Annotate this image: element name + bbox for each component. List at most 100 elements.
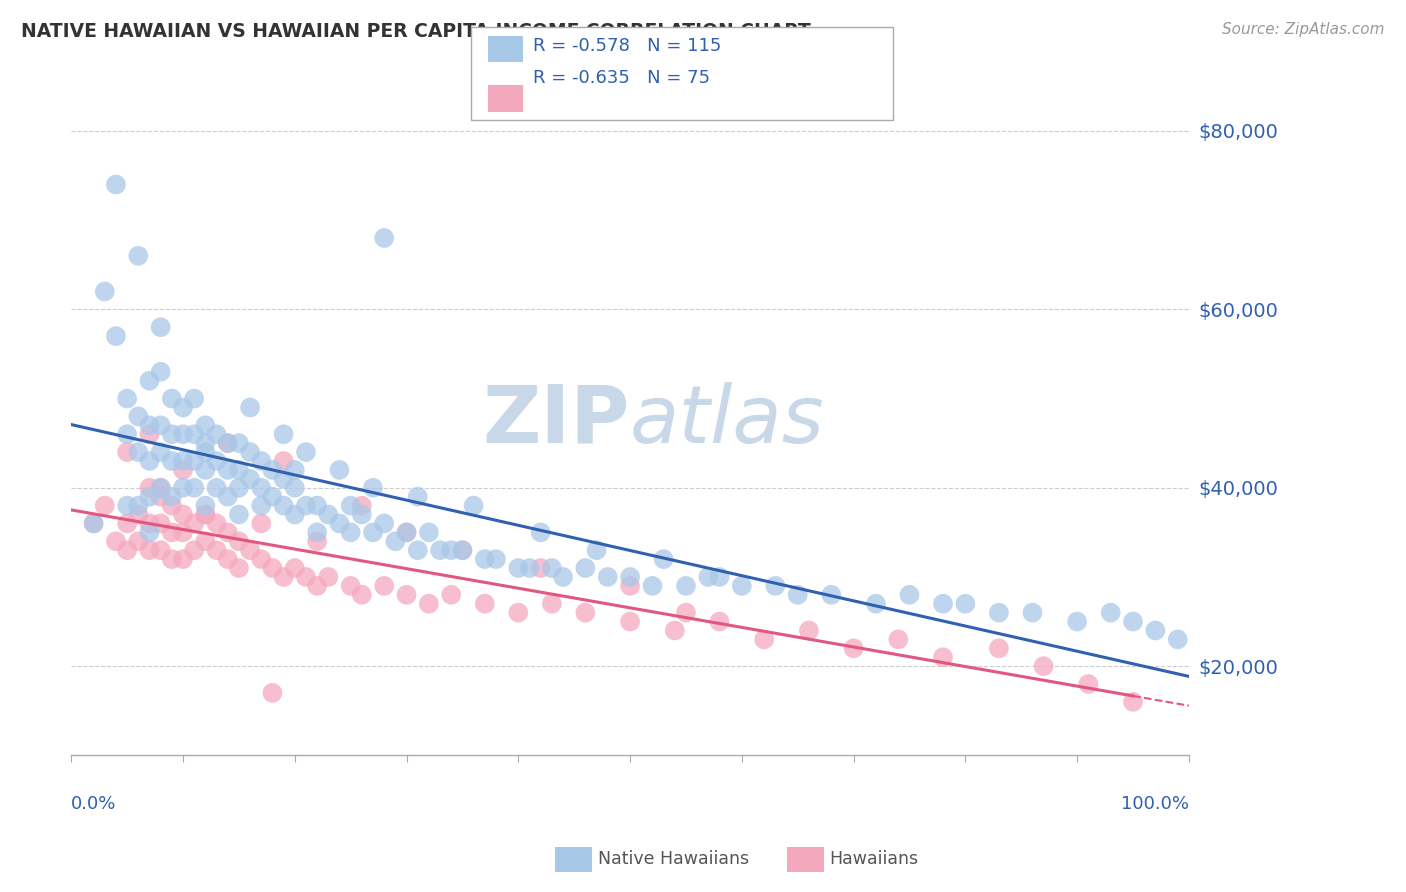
Point <box>641 579 664 593</box>
Point <box>160 525 183 540</box>
Point <box>295 499 318 513</box>
Point <box>217 436 239 450</box>
Point <box>463 499 485 513</box>
Point <box>94 285 117 299</box>
Point <box>262 561 284 575</box>
Point <box>1167 632 1189 647</box>
Point <box>273 427 295 442</box>
Point <box>273 499 295 513</box>
Point <box>262 490 284 504</box>
Point <box>307 499 329 513</box>
Point <box>94 499 117 513</box>
Point <box>786 588 808 602</box>
Point <box>138 374 160 388</box>
Point <box>205 516 228 531</box>
Point <box>540 561 562 575</box>
Point <box>239 445 262 459</box>
Point <box>273 454 295 468</box>
Point <box>83 516 105 531</box>
Point <box>138 525 160 540</box>
Point <box>138 481 160 495</box>
Point <box>115 392 138 406</box>
Point <box>172 525 194 540</box>
Point <box>127 508 149 522</box>
Point <box>205 427 228 442</box>
Point <box>262 463 284 477</box>
Point <box>183 481 205 495</box>
Point <box>295 570 318 584</box>
Point <box>619 615 641 629</box>
Point <box>284 561 307 575</box>
Point <box>585 543 607 558</box>
Point <box>820 588 842 602</box>
Point <box>172 508 194 522</box>
Point <box>104 178 127 192</box>
Point <box>217 436 239 450</box>
Point <box>273 472 295 486</box>
Point <box>395 525 418 540</box>
Point <box>731 579 754 593</box>
Point <box>217 490 239 504</box>
Point <box>115 499 138 513</box>
Point <box>418 597 440 611</box>
Point <box>228 508 250 522</box>
Point <box>574 561 596 575</box>
Point <box>440 543 463 558</box>
Point <box>217 525 239 540</box>
Point <box>83 516 105 531</box>
Point <box>228 481 250 495</box>
Point <box>284 508 307 522</box>
Point <box>160 490 183 504</box>
Point <box>508 561 530 575</box>
Point <box>228 534 250 549</box>
Point <box>104 534 127 549</box>
Point <box>763 579 786 593</box>
Point <box>250 516 273 531</box>
Point <box>339 499 361 513</box>
Point <box>596 570 619 584</box>
Point <box>138 427 160 442</box>
Point <box>664 624 686 638</box>
Point <box>228 561 250 575</box>
Point <box>250 481 273 495</box>
Point <box>709 615 731 629</box>
Text: R = -0.635   N = 75: R = -0.635 N = 75 <box>533 69 710 87</box>
Point <box>127 409 149 424</box>
Point <box>228 463 250 477</box>
Text: NATIVE HAWAIIAN VS HAWAIIAN PER CAPITA INCOME CORRELATION CHART: NATIVE HAWAIIAN VS HAWAIIAN PER CAPITA I… <box>21 22 811 41</box>
Text: R = -0.578   N = 115: R = -0.578 N = 115 <box>533 37 721 55</box>
Point <box>205 543 228 558</box>
Point <box>932 597 955 611</box>
Point <box>373 231 395 245</box>
Point <box>754 632 776 647</box>
Point <box>138 418 160 433</box>
Point <box>328 516 350 531</box>
Point <box>104 329 127 343</box>
Point <box>138 543 160 558</box>
Point <box>307 525 329 540</box>
Point <box>350 508 373 522</box>
Point <box>160 552 183 566</box>
Point <box>172 552 194 566</box>
Point <box>250 552 273 566</box>
Point <box>373 516 395 531</box>
Point <box>350 588 373 602</box>
Point <box>551 570 574 584</box>
Point <box>842 641 865 656</box>
Point <box>138 490 160 504</box>
Point <box>149 490 172 504</box>
Point <box>127 445 149 459</box>
Point <box>485 552 508 566</box>
Point <box>149 481 172 495</box>
Point <box>194 445 217 459</box>
Point <box>160 427 183 442</box>
Point <box>205 454 228 468</box>
Point <box>865 597 887 611</box>
Point <box>530 561 553 575</box>
Point <box>183 392 205 406</box>
Point <box>250 454 273 468</box>
Point <box>115 543 138 558</box>
Point <box>540 597 562 611</box>
Point <box>172 427 194 442</box>
Text: 100.0%: 100.0% <box>1121 796 1189 814</box>
